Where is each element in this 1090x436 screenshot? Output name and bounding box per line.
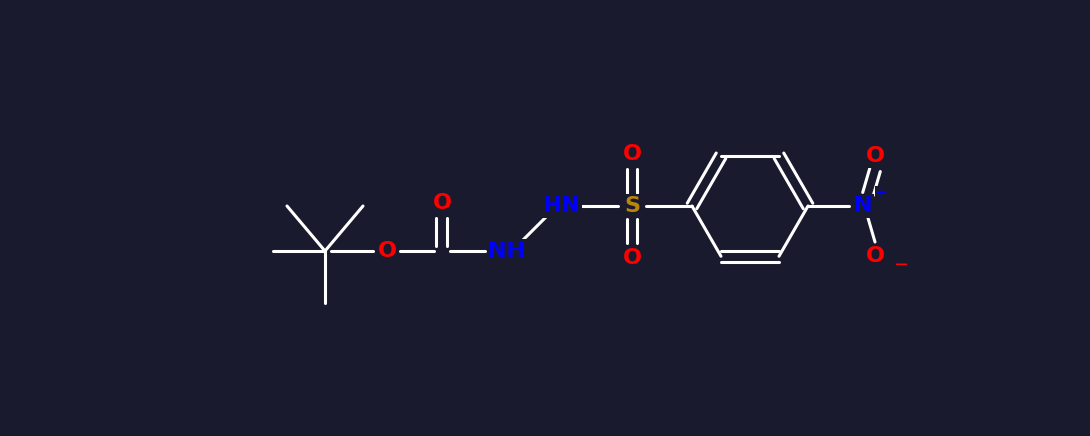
Text: −: − — [894, 256, 909, 274]
Text: O: O — [433, 193, 451, 213]
Text: HN: HN — [544, 196, 581, 216]
Text: O: O — [622, 248, 642, 268]
Text: O: O — [622, 144, 642, 164]
Text: NH: NH — [488, 241, 525, 261]
Text: N: N — [853, 196, 872, 216]
Text: O: O — [377, 241, 397, 261]
Text: O: O — [865, 146, 884, 166]
Text: +: + — [874, 185, 887, 201]
Text: S: S — [623, 196, 640, 216]
Text: O: O — [865, 246, 884, 266]
